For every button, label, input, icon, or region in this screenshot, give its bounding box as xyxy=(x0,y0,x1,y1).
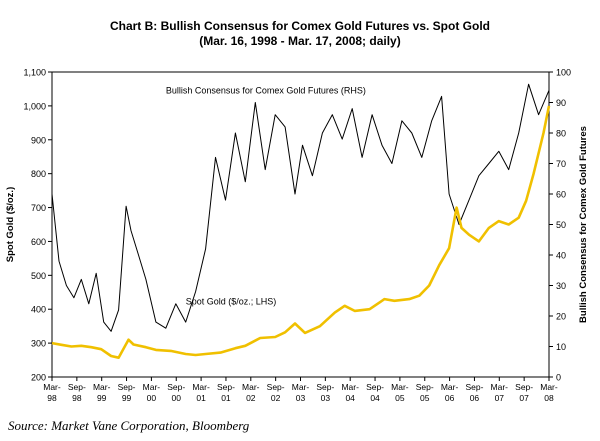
right-tick-label: 60 xyxy=(556,190,566,200)
right-tick-label: 10 xyxy=(556,342,566,352)
right-tick-label: 20 xyxy=(556,312,566,322)
x-tick-label-month: Sep- xyxy=(366,382,384,392)
spot-gold-annotation: Spot Gold ($/oz.; LHS) xyxy=(186,296,277,306)
right-tick-label: 90 xyxy=(556,98,566,108)
x-tick-label-month: Mar- xyxy=(93,382,111,392)
x-tick-label-year: 01 xyxy=(196,393,206,403)
right-tick-label: 80 xyxy=(556,129,566,139)
x-tick-label-month: Mar- xyxy=(43,382,61,392)
x-tick-label-year: 99 xyxy=(97,393,107,403)
x-tick-label-month: Mar- xyxy=(441,382,459,392)
x-tick-label-year: 04 xyxy=(345,393,355,403)
bullish-consensus-line xyxy=(51,83,550,332)
x-tick-label-year: 04 xyxy=(370,393,380,403)
left-tick-label: 300 xyxy=(31,339,46,349)
chart-subtitle: (Mar. 16, 1998 - Mar. 17, 2008; daily) xyxy=(199,34,401,48)
x-tick-label-year: 02 xyxy=(271,393,281,403)
x-tick-label-year: 99 xyxy=(122,393,132,403)
x-tick-label-year: 07 xyxy=(519,393,529,403)
x-tick-label-year: 08 xyxy=(544,393,554,403)
right-tick-label: 100 xyxy=(556,68,571,78)
x-tick-label-year: 06 xyxy=(445,393,455,403)
x-tick-label-month: Sep- xyxy=(316,382,334,392)
x-tick-label-month: Mar- xyxy=(292,382,310,392)
x-tick-label-month: Sep- xyxy=(217,382,235,392)
x-tick-label-month: Mar- xyxy=(192,382,210,392)
left-tick-label: 800 xyxy=(31,169,46,179)
left-axis-title: Spot Gold ($/oz.) xyxy=(5,187,16,262)
x-tick-label-year: 00 xyxy=(147,393,157,403)
x-tick-label-month: Mar- xyxy=(391,382,409,392)
x-tick-label-year: 06 xyxy=(470,393,480,403)
plot-frame xyxy=(51,71,550,378)
x-tick-label-year: 98 xyxy=(72,393,82,403)
left-tick-label: 200 xyxy=(31,373,46,383)
left-tick-label: 1,100 xyxy=(23,68,46,78)
bullish-consensus-annotation: Bullish Consensus for Comex Gold Futures… xyxy=(166,86,366,96)
right-tick-label: 70 xyxy=(556,159,566,169)
x-tick-label-year: 00 xyxy=(172,393,182,403)
x-tick-label-year: 03 xyxy=(321,393,331,403)
x-tick-label-month: Sep- xyxy=(118,382,136,392)
x-tick-label-month: Sep- xyxy=(68,382,86,392)
x-tick-label-year: 05 xyxy=(395,393,405,403)
left-tick-label: 900 xyxy=(31,135,46,145)
left-tick-label: 400 xyxy=(31,305,46,315)
left-tick-label: 1,000 xyxy=(23,101,46,111)
chart-title: Chart B: Bullish Consensus for Comex Gol… xyxy=(109,19,491,33)
right-tick-label: 30 xyxy=(556,281,566,291)
x-tick-label-month: Mar- xyxy=(540,382,558,392)
x-tick-label-month: Mar- xyxy=(143,382,161,392)
x-tick-label-month: Sep- xyxy=(267,382,285,392)
x-tick-label-year: 03 xyxy=(296,393,306,403)
x-tick-label-month: Sep- xyxy=(515,382,533,392)
x-tick-label-month: Sep- xyxy=(465,382,483,392)
spot-gold-line xyxy=(51,105,551,360)
chart-source: Source: Market Vane Corporation, Bloombe… xyxy=(8,418,250,433)
x-tick-label-month: Mar- xyxy=(341,382,359,392)
left-tick-label: 700 xyxy=(31,203,46,213)
x-tick-label-year: 05 xyxy=(420,393,430,403)
x-tick-label-year: 07 xyxy=(495,393,505,403)
x-tick-label-month: Mar- xyxy=(242,382,260,392)
x-tick-label-month: Mar- xyxy=(491,382,509,392)
x-tick-label-year: 02 xyxy=(246,393,256,403)
x-tick-label-year: 98 xyxy=(47,393,57,403)
x-tick-label-month: Sep- xyxy=(167,382,185,392)
right-tick-label: 40 xyxy=(556,251,566,261)
left-tick-label: 500 xyxy=(31,271,46,281)
x-tick-label-month: Sep- xyxy=(416,382,434,392)
right-tick-label: 50 xyxy=(556,220,566,230)
right-axis-title: Bullish Consensus for Comex Gold Futures xyxy=(578,126,589,323)
right-tick-label: 0 xyxy=(556,373,561,383)
x-tick-label-year: 01 xyxy=(221,393,231,403)
left-tick-label: 600 xyxy=(31,237,46,247)
